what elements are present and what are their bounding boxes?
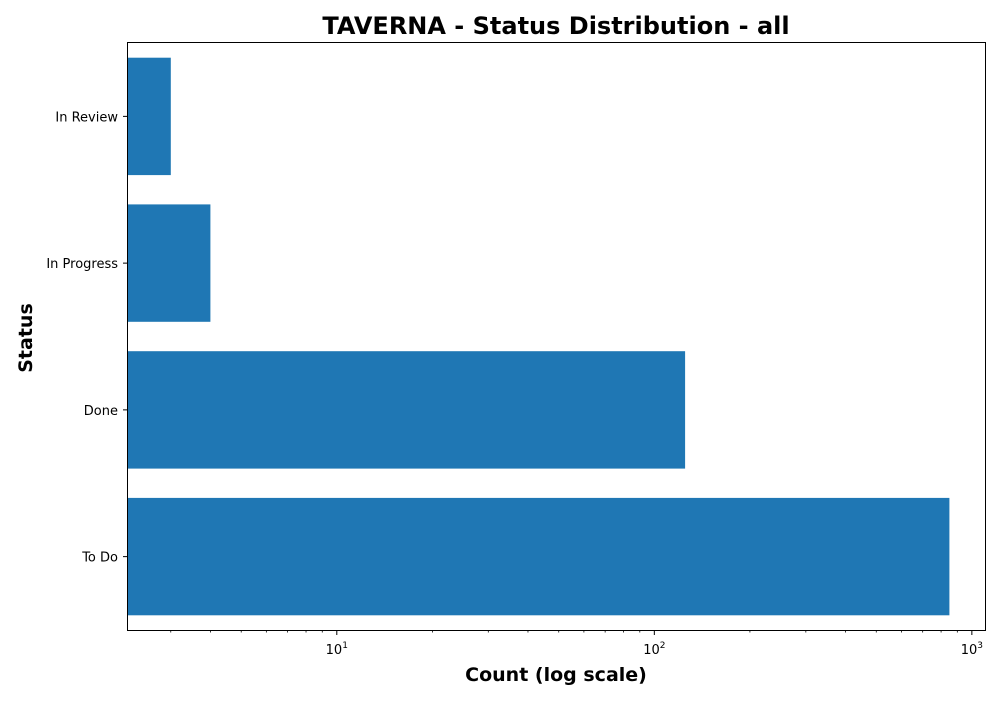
bars-layer [128,57,950,616]
x-tick-label-10-3: 103 [961,641,983,658]
plot-area-frame [127,42,986,631]
x-tick-label-10-2: 102 [643,641,665,658]
x-axis-label: Count (log scale) [465,664,647,686]
bar-in-review [128,57,171,176]
y-axis-label: Status [15,303,37,373]
bar-done [128,351,686,469]
y-tick-label-in-review: In Review [55,110,118,125]
bar-to-do [128,497,950,616]
y-tick-label-done: Done [84,404,118,419]
ticks-layer: To Do Done In Progress In Review 101 102 103 [46,110,983,658]
y-tick-label-to-do: To Do [81,551,118,566]
chart-title: TAVERNA - Status Distribution - all [322,12,789,40]
bar-in-progress [128,204,211,322]
x-tick-label-10-1: 101 [326,641,348,658]
y-tick-label-in-progress: In Progress [46,257,118,272]
